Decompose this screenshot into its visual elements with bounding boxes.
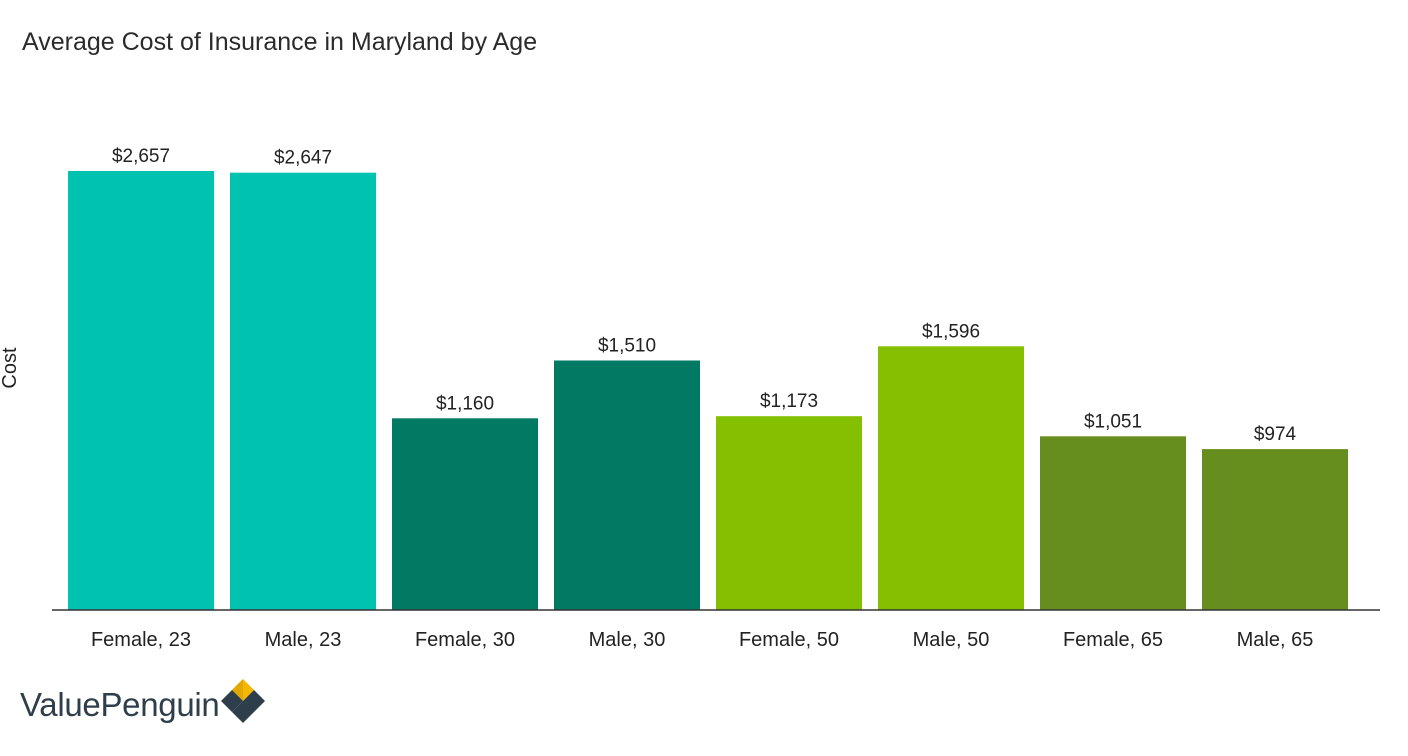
brand-logo: ValuePenguin bbox=[20, 679, 266, 730]
value-label-5: $1,596 bbox=[922, 321, 980, 342]
brand-name: ValuePenguin bbox=[20, 686, 220, 723]
value-label-4: $1,173 bbox=[760, 391, 818, 412]
bar-4 bbox=[716, 416, 862, 610]
bar-1 bbox=[230, 172, 376, 610]
bar-3 bbox=[554, 360, 700, 610]
bar-chart: $2,657 $2,647 $1,160 $1,510 $1,173 $1,596 $1,0… bbox=[0, 146, 1380, 651]
y-axis-label: Cost bbox=[0, 347, 21, 389]
x-tick-label-4: Female, 50 bbox=[739, 629, 839, 651]
value-labels-layer: $2,657 $2,647 $1,160 $1,510 $1,173 $1,596 $1,0… bbox=[112, 146, 1297, 445]
x-tick-label-5: Male, 50 bbox=[913, 629, 990, 651]
bar-0 bbox=[68, 171, 214, 610]
x-tick-label-6: Female, 65 bbox=[1063, 629, 1163, 651]
bar-5 bbox=[878, 346, 1024, 610]
value-label-0: $2,657 bbox=[112, 146, 170, 167]
penguin-diamond-icon bbox=[221, 679, 266, 723]
bar-7 bbox=[1202, 449, 1348, 610]
bars-layer bbox=[68, 171, 1348, 610]
chart-title: Average Cost of Insurance in Maryland by… bbox=[22, 28, 538, 56]
x-tick-label-0: Female, 23 bbox=[91, 629, 191, 651]
x-tick-label-7: Male, 65 bbox=[1237, 629, 1314, 651]
bar-2 bbox=[392, 418, 538, 610]
value-label-2: $1,160 bbox=[436, 393, 494, 414]
bar-6 bbox=[1040, 436, 1186, 610]
value-label-7: $974 bbox=[1254, 424, 1297, 445]
value-label-1: $2,647 bbox=[274, 148, 332, 169]
tick-labels-layer: Female, 23 Male, 23 Female, 30 Male, 30 Fema… bbox=[91, 629, 1313, 651]
x-tick-label-2: Female, 30 bbox=[415, 629, 515, 651]
value-label-3: $1,510 bbox=[598, 336, 656, 357]
x-tick-label-3: Male, 30 bbox=[589, 629, 666, 651]
value-label-6: $1,051 bbox=[1084, 411, 1142, 432]
x-tick-label-1: Male, 23 bbox=[265, 629, 342, 651]
